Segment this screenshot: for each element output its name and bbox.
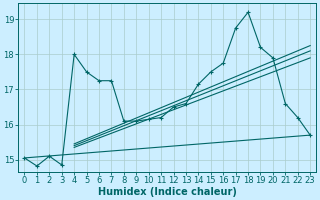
- X-axis label: Humidex (Indice chaleur): Humidex (Indice chaleur): [98, 187, 237, 197]
